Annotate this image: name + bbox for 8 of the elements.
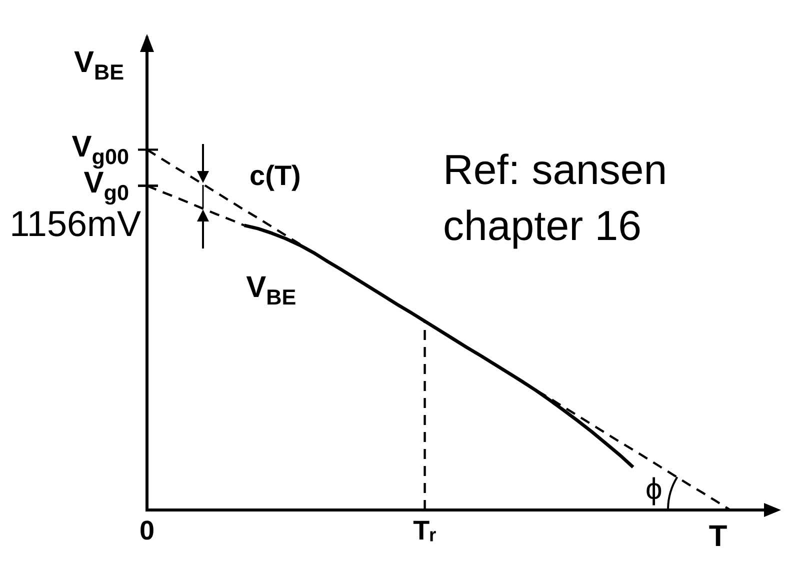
x-axis-title: T	[708, 520, 728, 553]
series-label: V$_{BE}$	[246, 270, 296, 309]
y-axis-title: V$_{BE}$	[74, 46, 124, 84]
annotation: c(T)	[250, 160, 301, 192]
x-tick-label: 0	[139, 516, 155, 546]
x-tick-label: Tᵣ	[413, 516, 437, 546]
annotation: ϕ	[646, 473, 662, 506]
annotation: Ref: sansen chapter 16	[443, 145, 668, 251]
